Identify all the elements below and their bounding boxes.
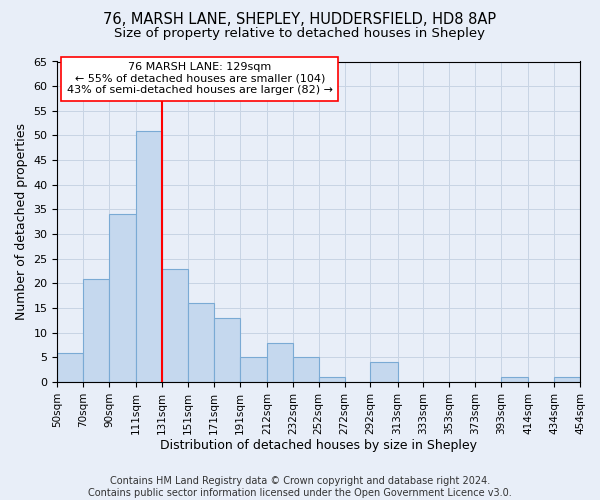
Bar [240,358,267,382]
Bar [554,377,580,382]
Bar [293,358,319,382]
Text: Size of property relative to detached houses in Shepley: Size of property relative to detached ho… [115,28,485,40]
Bar [188,303,214,382]
Bar [501,377,528,382]
Bar [136,130,162,382]
X-axis label: Distribution of detached houses by size in Shepley: Distribution of detached houses by size … [160,440,477,452]
Bar [162,268,188,382]
Text: 76, MARSH LANE, SHEPLEY, HUDDERSFIELD, HD8 8AP: 76, MARSH LANE, SHEPLEY, HUDDERSFIELD, H… [103,12,497,28]
Bar [370,362,398,382]
Bar [319,377,344,382]
Bar [58,352,83,382]
Y-axis label: Number of detached properties: Number of detached properties [15,124,28,320]
Text: Contains HM Land Registry data © Crown copyright and database right 2024.
Contai: Contains HM Land Registry data © Crown c… [88,476,512,498]
Bar [214,318,240,382]
Bar [267,342,293,382]
Text: 76 MARSH LANE: 129sqm
← 55% of detached houses are smaller (104)
43% of semi-det: 76 MARSH LANE: 129sqm ← 55% of detached … [67,62,332,96]
Bar [83,278,109,382]
Bar [109,214,136,382]
